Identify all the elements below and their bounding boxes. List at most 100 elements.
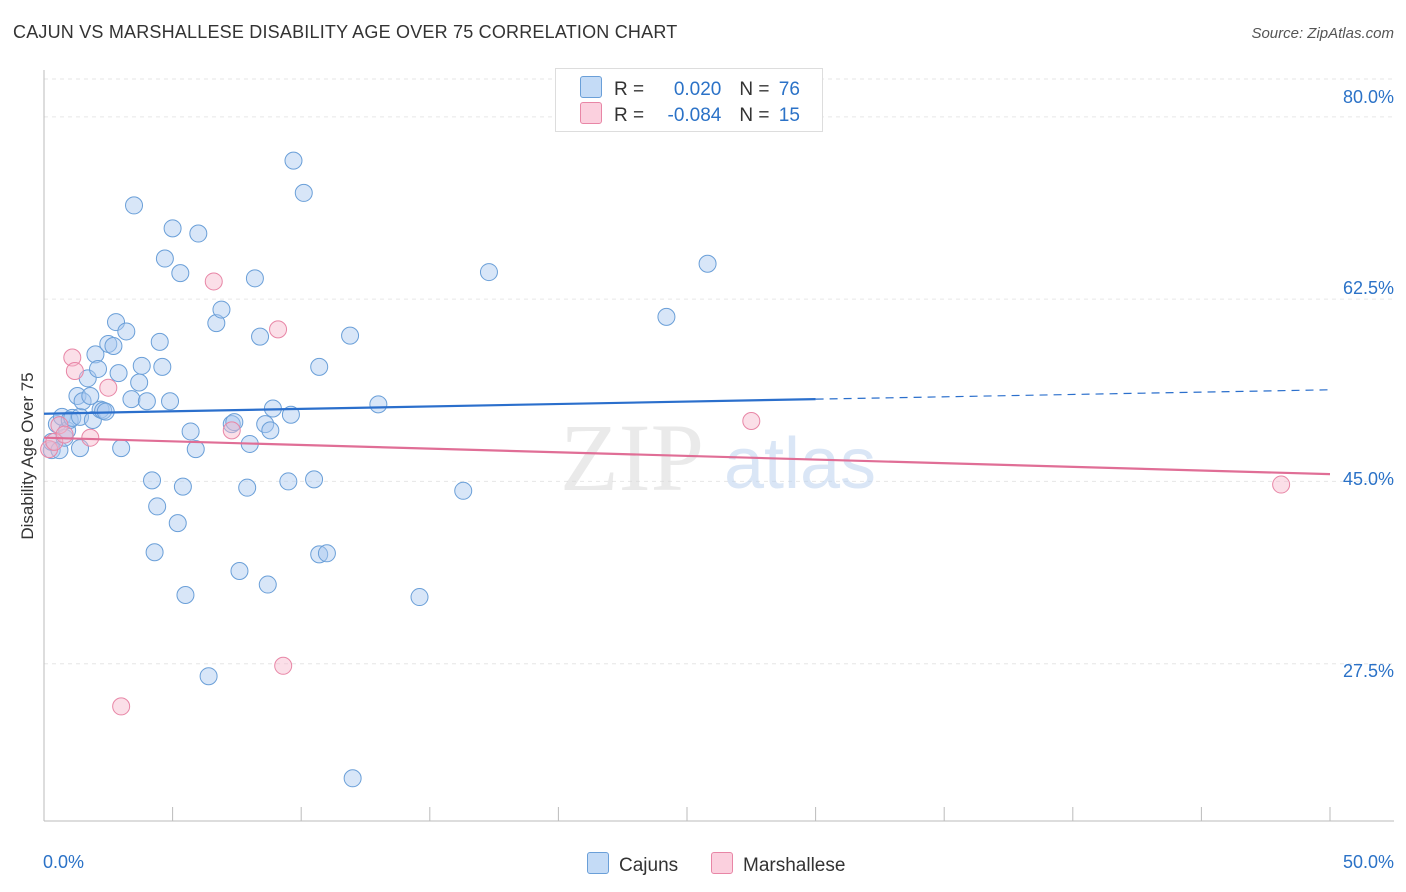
data-point — [186, 440, 205, 459]
data-point — [341, 326, 360, 345]
data-point — [81, 428, 100, 447]
data-point — [63, 348, 82, 367]
data-point — [168, 514, 187, 533]
data-point — [245, 269, 264, 288]
data-point — [410, 588, 429, 607]
watermark-zip: ZIP — [560, 404, 704, 511]
data-point — [153, 357, 172, 376]
data-point — [112, 439, 131, 458]
data-point — [369, 395, 388, 414]
data-point — [86, 345, 105, 364]
data-point — [125, 196, 144, 215]
legend-label: Cajuns — [619, 855, 679, 876]
data-point — [81, 387, 100, 406]
data-point — [204, 272, 223, 291]
data-point — [132, 356, 151, 375]
r-value: 0.020 — [673, 79, 722, 100]
series-marshallese — [40, 272, 1291, 716]
n-label: N = — [739, 79, 775, 100]
data-point — [657, 307, 676, 326]
data-point — [163, 219, 182, 238]
y-tick-label: 45.0% — [1342, 469, 1394, 489]
data-point — [251, 327, 270, 346]
legend-swatch — [580, 76, 602, 98]
trend-line — [43, 436, 1331, 476]
data-point — [60, 410, 79, 429]
data-point — [317, 544, 336, 563]
y-tick-label: 62.5% — [1342, 278, 1394, 298]
data-point — [148, 497, 167, 516]
r-label: R = — [614, 105, 650, 126]
watermark: ZIP atlas — [560, 404, 876, 511]
data-point — [171, 264, 190, 283]
trend-line-extension — [815, 389, 1331, 400]
data-point — [698, 254, 717, 273]
data-point — [454, 481, 473, 500]
data-point — [1272, 475, 1291, 494]
data-point — [261, 421, 280, 440]
legend-row-marshallese: R = -0.084 N = 15 — [580, 102, 800, 126]
series-cajuns — [42, 151, 717, 788]
data-point — [55, 425, 74, 444]
data-point — [173, 477, 192, 496]
legend-swatch — [711, 852, 733, 874]
data-point — [83, 410, 102, 429]
data-point — [143, 471, 162, 490]
data-point — [122, 390, 141, 409]
data-point — [269, 320, 288, 339]
data-point — [89, 359, 108, 378]
data-point — [222, 415, 241, 434]
data-point — [310, 545, 329, 564]
data-point — [137, 392, 156, 411]
legend-label: Marshallese — [743, 855, 846, 876]
data-point — [305, 470, 324, 489]
legend-item-marshallese: Marshallese — [711, 852, 845, 877]
data-point — [189, 224, 208, 243]
data-point — [238, 478, 257, 497]
legend-item-cajuns: Cajuns — [587, 852, 678, 877]
trend-lines — [43, 389, 1331, 476]
data-point — [479, 263, 498, 282]
data-point — [222, 421, 241, 440]
data-point — [343, 769, 362, 788]
data-point — [207, 314, 226, 333]
data-point — [155, 249, 174, 268]
stats-legend: R = 0.020 N = 76 R = -0.084 N = 15 — [555, 68, 823, 132]
data-point — [258, 575, 277, 594]
data-point — [742, 412, 761, 431]
data-point — [199, 667, 218, 686]
data-point — [107, 313, 126, 332]
data-point — [161, 392, 180, 411]
data-point — [181, 422, 200, 441]
y-axis-label: Disability Age Over 75 — [18, 372, 37, 540]
data-point — [279, 472, 298, 491]
legend-swatch — [587, 852, 609, 874]
chart-title: CAJUN VS MARSHALLESE DISABILITY AGE OVER… — [13, 22, 678, 42]
data-point — [117, 322, 136, 341]
data-point — [176, 585, 195, 604]
r-label: R = — [614, 79, 650, 100]
legend-swatch — [580, 102, 602, 124]
data-point — [104, 337, 123, 356]
y-tick-label: 27.5% — [1342, 661, 1394, 681]
legend-row-cajuns: R = 0.020 N = 76 — [580, 76, 800, 100]
data-point — [99, 378, 118, 397]
trend-line — [43, 398, 816, 415]
watermark-atlas: atlas — [724, 424, 876, 504]
data-point — [150, 332, 169, 351]
data-point — [112, 697, 131, 716]
data-point — [130, 373, 149, 392]
data-point — [212, 300, 231, 319]
n-label: N = — [739, 105, 775, 126]
x-tick-label: 50.0% — [1342, 852, 1394, 872]
data-point — [109, 364, 128, 383]
x-tick-label: 0.0% — [43, 852, 85, 872]
data-point — [294, 183, 313, 202]
n-value: 76 — [778, 79, 800, 100]
data-point — [65, 362, 84, 381]
n-value: 15 — [778, 105, 800, 126]
r-value: -0.084 — [667, 105, 722, 126]
y-tick-label: 80.0% — [1342, 87, 1394, 107]
data-point — [145, 543, 164, 562]
